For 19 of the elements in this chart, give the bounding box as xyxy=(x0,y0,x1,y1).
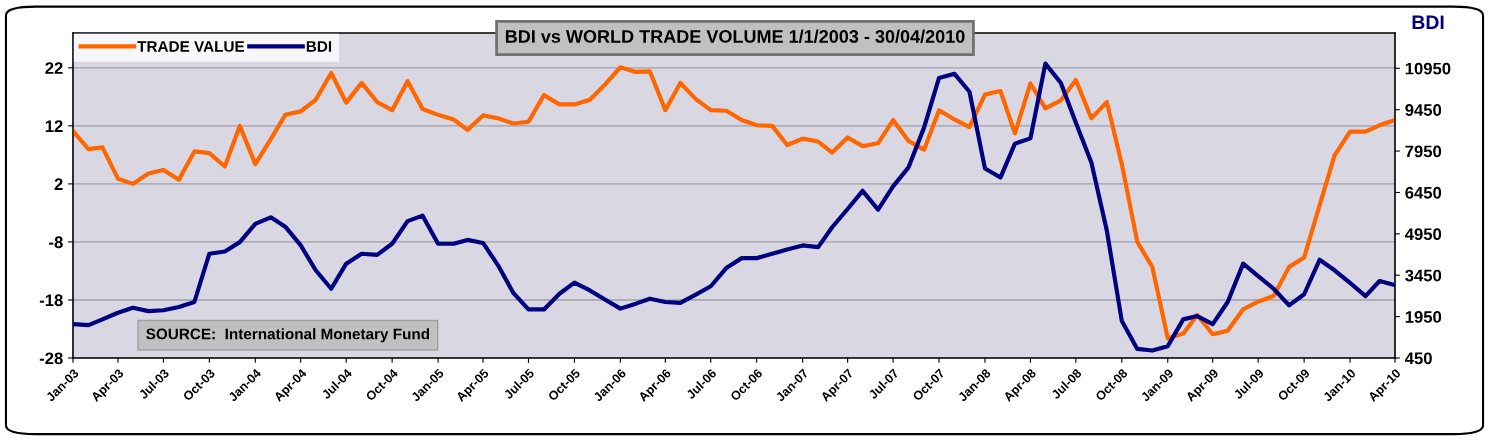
y-tick-label: -28 xyxy=(39,352,63,365)
annotation: SOURCE: International Monetary Fund xyxy=(146,328,430,343)
y2-tick-label: 450 xyxy=(1404,352,1432,365)
legend-label: TRADE VALUE xyxy=(137,41,245,52)
legend-label: BDI xyxy=(306,41,332,52)
y2-tick-label: 7950 xyxy=(1405,145,1442,158)
y-tick-label: 12 xyxy=(45,120,63,132)
y-tick-label: -8 xyxy=(49,236,63,249)
y2-tick-label: 9450 xyxy=(1405,104,1442,116)
chart-title: BDI vs WORLD TRADE VOLUME 1/1/2003 - 30/04/2010 xyxy=(505,29,965,44)
y-tick-label: 2 xyxy=(54,178,63,190)
y2-tick-label: 10950 xyxy=(1405,62,1451,75)
y2-tick-label: 6450 xyxy=(1405,186,1442,199)
y2-tick-label: 4950 xyxy=(1404,228,1442,241)
y-tick-label: -18 xyxy=(39,294,63,307)
y-tick-label: 22 xyxy=(45,62,63,74)
y2-tick-label: 1950 xyxy=(1405,311,1442,323)
y2-tick-label: 3450 xyxy=(1405,269,1442,282)
y2-axis-title: BDI xyxy=(1412,15,1444,29)
